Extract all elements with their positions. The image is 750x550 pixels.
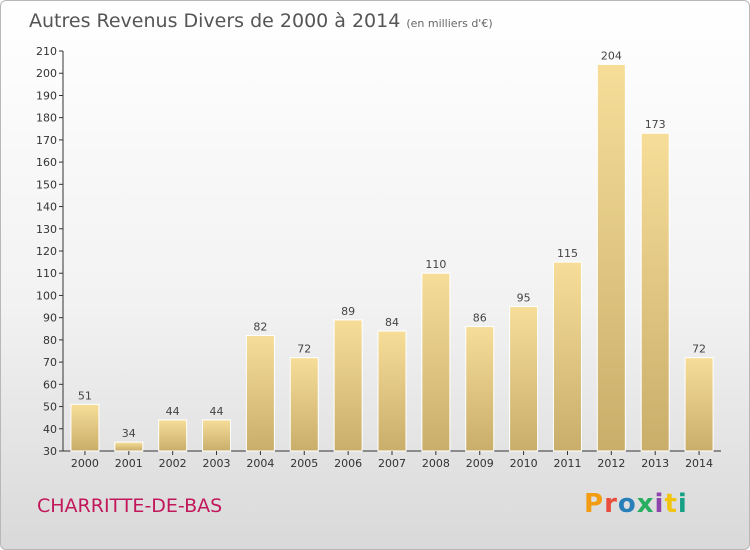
x-tick-label: 2000 (71, 457, 99, 470)
bar (333, 319, 363, 452)
x-tick-label: 2010 (510, 457, 538, 470)
data-label: 110 (425, 258, 446, 271)
data-label: 204 (601, 49, 622, 62)
bar (377, 330, 407, 452)
bar (70, 403, 100, 452)
place-name: CHARRITTE-DE-BAS (37, 495, 223, 517)
bar (552, 261, 582, 452)
x-tick-label: 2003 (203, 457, 231, 470)
bar (421, 272, 451, 452)
y-tick-label: 40 (43, 423, 57, 436)
bar (596, 63, 626, 452)
y-tick-label: 150 (36, 178, 57, 191)
bar (509, 306, 539, 452)
data-label: 34 (122, 427, 136, 440)
data-label: 115 (557, 247, 578, 260)
data-label: 95 (517, 292, 531, 305)
y-tick-label: 60 (43, 378, 57, 391)
logo-letter: t (664, 489, 678, 519)
y-tick-label: 190 (36, 89, 57, 102)
data-label: 82 (253, 320, 267, 333)
y-tick-label: 50 (43, 401, 57, 414)
bar (684, 357, 714, 452)
y-tick-label: 210 (36, 45, 57, 58)
bar (245, 334, 275, 452)
y-tick-label: 90 (43, 312, 57, 325)
x-tick-label: 2004 (246, 457, 274, 470)
logo-letter: o (617, 489, 637, 519)
data-label: 84 (385, 316, 399, 329)
y-tick-label: 200 (36, 67, 57, 80)
y-tick-label: 80 (43, 334, 57, 347)
y-tick-label: 160 (36, 156, 57, 169)
chart-title: Autres Revenus Divers de 2000 à 2014 (en … (29, 10, 493, 32)
x-tick-label: 2002 (159, 457, 187, 470)
y-tick-label: 170 (36, 134, 57, 147)
x-tick-label: 2012 (597, 457, 625, 470)
data-label: 72 (297, 343, 311, 356)
logo-letter: P (584, 489, 605, 519)
chart-subtitle: (en milliers d'€) (406, 17, 493, 30)
x-tick-label: 2005 (290, 457, 318, 470)
data-label: 86 (473, 312, 487, 325)
logo-letter: r (604, 489, 618, 519)
x-tick-label: 2001 (115, 457, 143, 470)
chart-title-text: Autres Revenus Divers de 2000 à 2014 (29, 10, 401, 32)
x-tick-label: 2011 (553, 457, 581, 470)
data-label: 89 (341, 305, 355, 318)
bar (640, 132, 670, 452)
data-label: 51 (78, 389, 92, 402)
logo-letter: x (636, 489, 655, 519)
data-label: 44 (210, 405, 224, 418)
data-label: 173 (645, 118, 666, 131)
y-tick-label: 110 (36, 267, 57, 280)
x-tick-label: 2006 (334, 457, 362, 470)
logo-letter: i (654, 489, 665, 519)
y-tick-label: 180 (36, 112, 57, 125)
y-tick-label: 100 (36, 289, 57, 302)
data-label: 72 (692, 343, 706, 356)
x-tick-label: 2014 (685, 457, 713, 470)
y-tick-label: 130 (36, 223, 57, 236)
x-tick-label: 2013 (641, 457, 669, 470)
x-tick-label: 2007 (378, 457, 406, 470)
bar (202, 419, 232, 452)
x-tick-label: 2008 (422, 457, 450, 470)
bar (289, 357, 319, 452)
proxiti-logo: Proxiti (584, 489, 688, 519)
y-tick-label: 70 (43, 356, 57, 369)
logo-letter: i (677, 489, 688, 519)
y-tick-label: 140 (36, 201, 57, 214)
bar (114, 441, 144, 452)
y-tick-label: 30 (43, 445, 57, 458)
y-tick-label: 120 (36, 245, 57, 258)
bar (465, 326, 495, 452)
bar (158, 419, 188, 452)
x-tick-label: 2009 (466, 457, 494, 470)
data-label: 44 (166, 405, 180, 418)
